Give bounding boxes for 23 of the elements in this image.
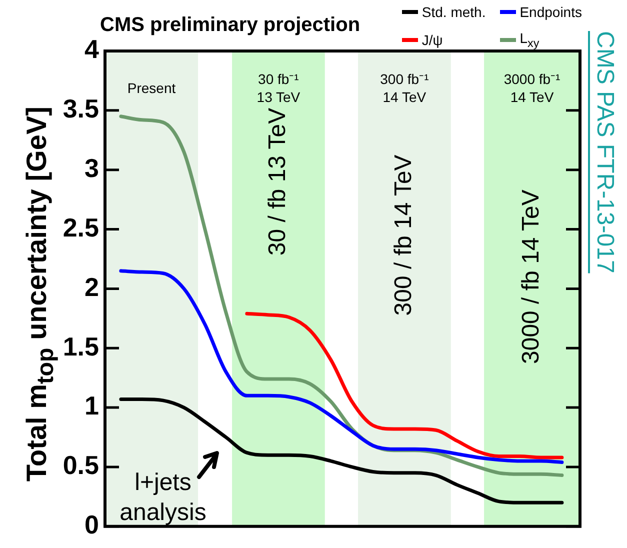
legend-label: L$_{xy}$ [520,30,540,50]
legend-label: Std. meth. [422,4,486,20]
y-tick-label: 3.5 [62,94,99,124]
annotation: 30 / fb 13 TeV [264,108,292,256]
annotation: 3000 / fb 14 TeV [518,190,545,364]
legend-label: J/ψ [422,32,443,48]
y-tick-label: 0 [84,510,99,540]
chart-title: CMS preliminary projection [100,14,360,37]
annotation: l+jets analysis [120,469,206,526]
annotation: 300 / fb 14 TeV [390,154,418,316]
y-tick-label: 2.5 [62,212,99,242]
y-tick-label: 1 [84,390,99,421]
annotation: 30 fb⁻¹ 13 TeV [256,70,301,105]
legend-label: Endpoints [520,4,582,20]
text: CMS PAS FTR-13-017 [591,31,618,274]
annotation: 3000 fb⁻¹ 14 TeV [504,70,561,105]
y-tick-label: 3 [84,153,99,184]
y-tick-label: 2 [84,272,99,302]
y-tick-label: 4 [84,34,100,64]
annotation: 300 fb⁻¹ 14 TeV [380,70,430,105]
y-tick-label: 1.5 [62,331,99,362]
y-tick-label: 0.5 [62,450,99,480]
annotation: Present [127,80,176,96]
